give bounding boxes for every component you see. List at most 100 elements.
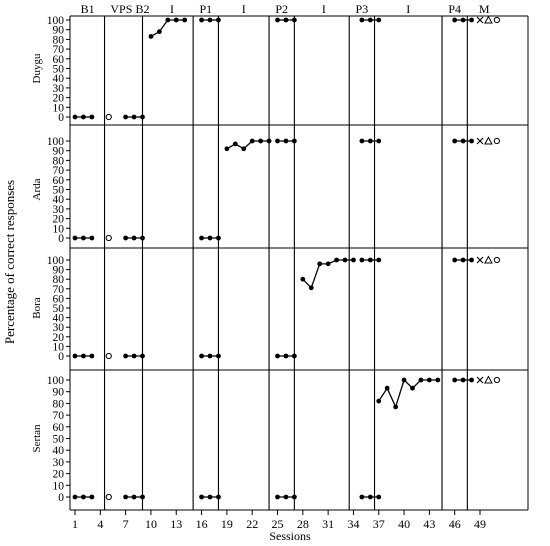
y-tick-label: 30: [53, 457, 65, 469]
x-tick-label: 19: [221, 517, 233, 531]
y-tick-label: 10: [53, 341, 65, 353]
data-point: [123, 114, 129, 120]
phase-label: P1: [199, 2, 212, 16]
data-point: [207, 235, 213, 241]
y-tick-label: 90: [53, 265, 65, 277]
data-point: [258, 138, 264, 144]
data-point: [148, 34, 154, 39]
y-tick-label: 0: [58, 351, 64, 363]
data-point: [376, 494, 382, 500]
data-point: [275, 353, 280, 359]
data-point: [334, 257, 339, 263]
maintenance-circle-point: [493, 376, 500, 384]
probe-point: [105, 234, 112, 242]
data-point: [140, 494, 145, 500]
x-tick-label: 7: [123, 517, 129, 531]
data-point: [131, 235, 137, 241]
maintenance-cross-point: [476, 137, 484, 145]
data-point: [140, 114, 145, 120]
y-tick-label: 90: [53, 25, 65, 37]
data-point: [275, 17, 280, 23]
data-line: [150, 19, 185, 38]
data-point: [410, 385, 415, 391]
y-tick-label: 0: [58, 492, 64, 504]
phase-label: P3: [356, 2, 369, 16]
data-point: [131, 353, 137, 359]
y-tick-label: 80: [53, 398, 65, 410]
data-point: [216, 353, 221, 359]
y-tick-label: 50: [53, 303, 65, 315]
data-point: [123, 494, 129, 500]
maintenance-cross-point: [476, 256, 484, 264]
data-point: [81, 353, 86, 359]
data-point: [72, 114, 78, 120]
data-point: [72, 353, 78, 359]
data-point: [182, 17, 188, 23]
maintenance-circle-point: [493, 256, 500, 264]
phase-label: I: [242, 2, 246, 16]
data-point: [224, 146, 230, 152]
x-axis-label: Sessions: [269, 529, 311, 543]
x-tick-label: 31: [322, 517, 334, 531]
y-tick-label: 60: [53, 422, 65, 434]
data-point: [291, 138, 297, 144]
data-point: [199, 353, 204, 359]
data-point: [283, 494, 289, 500]
x-tick-label: 46: [449, 517, 461, 531]
x-tick-label: 28: [297, 517, 309, 531]
x-tick-label: 43: [423, 517, 435, 531]
data-point: [426, 377, 432, 383]
data-point: [216, 17, 221, 23]
chart-panels: 0102030405060708090100Duygu0102030405060…: [31, 15, 529, 511]
y-tick-label: 20: [53, 332, 65, 344]
y-tick-label: 60: [53, 54, 65, 66]
y-tick-label: 50: [53, 64, 65, 76]
y-tick-label: 70: [53, 410, 65, 422]
y-tick-label: 30: [53, 204, 65, 216]
participant-name: Arda: [31, 178, 43, 200]
y-tick-label: 70: [53, 284, 65, 296]
x-axis: 1 4 7 10 13 16 19 22 25 28 31 34 37 40 43 46 49: [72, 510, 486, 531]
data-point: [165, 17, 171, 23]
maintenance-triangle-point: [484, 15, 493, 24]
data-point: [308, 285, 314, 291]
data-point: [140, 353, 145, 359]
x-tick-label: 16: [196, 517, 208, 531]
data-point: [81, 494, 86, 500]
data-point: [469, 17, 474, 23]
y-tick-label: 40: [53, 313, 65, 325]
phase-label: P4: [448, 2, 461, 16]
data-point: [140, 235, 145, 241]
data-point: [469, 257, 474, 263]
x-tick-label: 25: [272, 517, 284, 531]
phase-labels: B1 VPS B2 I P1 I P2 I P3 I P4 M: [81, 2, 490, 16]
phase-label: VPS: [110, 2, 132, 16]
y-tick-label: 100: [47, 136, 65, 148]
x-tick-label: 34: [347, 517, 359, 531]
y-tick-label: 70: [53, 165, 65, 177]
x-tick-label: 10: [145, 517, 157, 531]
data-point: [199, 494, 204, 500]
data-point: [359, 494, 365, 500]
data-point: [351, 257, 356, 263]
y-tick-label: 0: [58, 112, 64, 124]
data-point: [367, 494, 373, 500]
data-point: [89, 114, 95, 120]
phase-label: I: [322, 2, 326, 16]
data-point: [199, 235, 204, 241]
probe-point: [105, 493, 112, 501]
y-tick-label: 20: [53, 93, 65, 105]
data-point: [266, 138, 272, 144]
x-tick-label: 4: [97, 517, 103, 531]
data-point: [291, 353, 297, 359]
x-tick-label: 1: [72, 517, 78, 531]
data-point: [359, 138, 365, 144]
phase-label: P2: [275, 2, 288, 16]
data-point: [241, 146, 247, 152]
data-point: [452, 138, 458, 144]
data-point: [469, 138, 474, 144]
y-axis-label: Percentage of correct responses: [2, 180, 17, 344]
y-tick-label: 70: [53, 44, 65, 56]
